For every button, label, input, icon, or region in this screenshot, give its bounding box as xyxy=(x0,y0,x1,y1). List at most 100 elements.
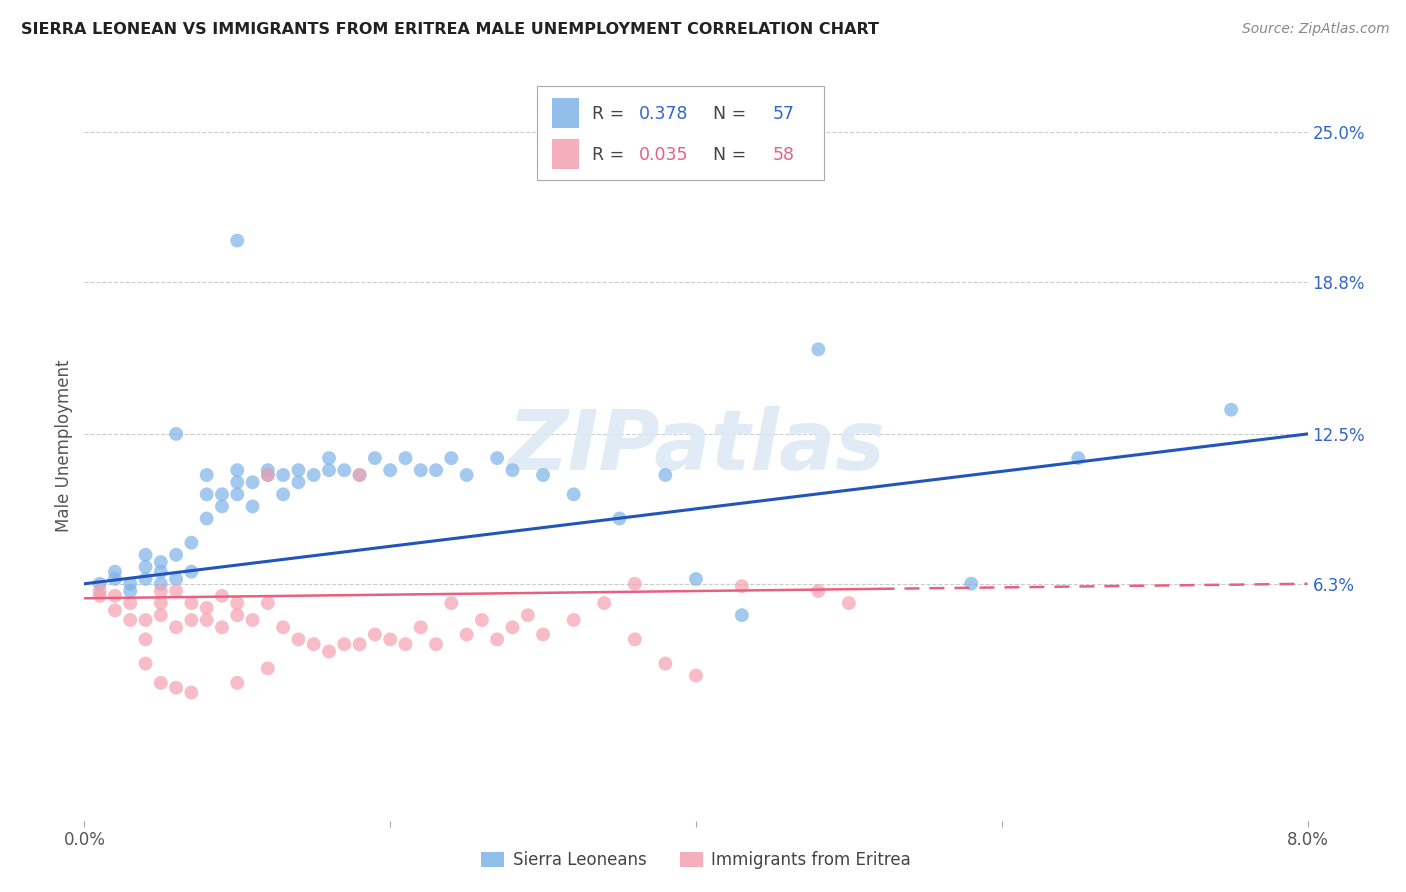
Point xyxy=(242,500,264,514)
Point xyxy=(180,596,202,610)
Point xyxy=(135,572,157,586)
FancyBboxPatch shape xyxy=(537,87,824,180)
Point xyxy=(349,637,371,651)
Point xyxy=(287,463,309,477)
Point xyxy=(104,603,127,617)
Point xyxy=(165,584,187,599)
Point xyxy=(440,451,463,466)
Point xyxy=(731,608,754,623)
Point xyxy=(486,451,509,466)
Point xyxy=(165,548,187,562)
Point xyxy=(609,511,631,525)
Text: R =: R = xyxy=(592,146,630,164)
Point xyxy=(349,468,371,483)
Point xyxy=(180,565,202,579)
Point xyxy=(195,468,218,483)
Point xyxy=(195,487,218,501)
Point xyxy=(364,627,387,641)
Point xyxy=(731,579,754,593)
Point xyxy=(456,627,478,641)
Point xyxy=(287,632,309,647)
Point xyxy=(120,584,142,599)
Text: 58: 58 xyxy=(773,146,794,164)
Point xyxy=(89,576,111,591)
Point xyxy=(149,576,172,591)
Point xyxy=(120,576,142,591)
Point xyxy=(226,596,249,610)
Point xyxy=(257,596,280,610)
Point xyxy=(1220,402,1243,417)
Point xyxy=(226,676,249,690)
Point xyxy=(242,475,264,490)
Point xyxy=(104,572,127,586)
Text: SIERRA LEONEAN VS IMMIGRANTS FROM ERITREA MALE UNEMPLOYMENT CORRELATION CHART: SIERRA LEONEAN VS IMMIGRANTS FROM ERITRE… xyxy=(21,22,879,37)
Text: R =: R = xyxy=(592,105,630,123)
Point xyxy=(960,576,983,591)
Point xyxy=(333,637,356,651)
Point xyxy=(242,613,264,627)
Point xyxy=(226,608,249,623)
Point xyxy=(654,468,676,483)
Point xyxy=(409,620,432,634)
Point xyxy=(380,463,402,477)
Point xyxy=(394,637,416,651)
Point xyxy=(135,657,157,671)
Y-axis label: Male Unemployment: Male Unemployment xyxy=(55,359,73,533)
Point xyxy=(211,620,233,634)
Point xyxy=(135,613,157,627)
Legend: Sierra Leoneans, Immigrants from Eritrea: Sierra Leoneans, Immigrants from Eritrea xyxy=(474,845,918,876)
Point xyxy=(318,463,340,477)
Point xyxy=(380,632,402,647)
Point xyxy=(302,637,325,651)
Text: 0.035: 0.035 xyxy=(638,146,688,164)
Point xyxy=(425,463,447,477)
Point xyxy=(135,548,157,562)
Point xyxy=(593,596,616,610)
Point xyxy=(516,608,538,623)
Point xyxy=(562,487,585,501)
Point xyxy=(149,555,172,569)
Point xyxy=(807,343,830,357)
Point xyxy=(149,596,172,610)
Point xyxy=(149,584,172,599)
Point xyxy=(149,676,172,690)
Point xyxy=(89,584,111,599)
Point xyxy=(471,613,494,627)
Point xyxy=(318,451,340,466)
Point xyxy=(394,451,416,466)
Point xyxy=(685,572,707,586)
Point xyxy=(165,681,187,695)
Point xyxy=(257,468,280,483)
Point xyxy=(257,661,280,675)
Point xyxy=(89,589,111,603)
Point xyxy=(165,620,187,634)
Point xyxy=(349,468,371,483)
Point xyxy=(333,463,356,477)
Point xyxy=(425,637,447,651)
Text: N =: N = xyxy=(702,105,752,123)
Point xyxy=(135,632,157,647)
Point xyxy=(271,468,294,483)
Point xyxy=(226,487,249,501)
Point xyxy=(226,234,249,248)
Point xyxy=(165,426,187,441)
Point xyxy=(685,668,707,682)
Text: 57: 57 xyxy=(773,105,794,123)
Point xyxy=(226,475,249,490)
Point xyxy=(502,463,524,477)
Point xyxy=(562,613,585,627)
Point xyxy=(531,468,554,483)
Point xyxy=(456,468,478,483)
Point xyxy=(257,463,280,477)
Point xyxy=(531,627,554,641)
Point xyxy=(104,565,127,579)
Point xyxy=(211,589,233,603)
Point xyxy=(180,535,202,549)
Point xyxy=(195,601,218,615)
Point xyxy=(440,596,463,610)
Point xyxy=(287,475,309,490)
Point xyxy=(502,620,524,634)
Text: 0.378: 0.378 xyxy=(638,105,688,123)
Point xyxy=(364,451,387,466)
Point xyxy=(807,584,830,599)
